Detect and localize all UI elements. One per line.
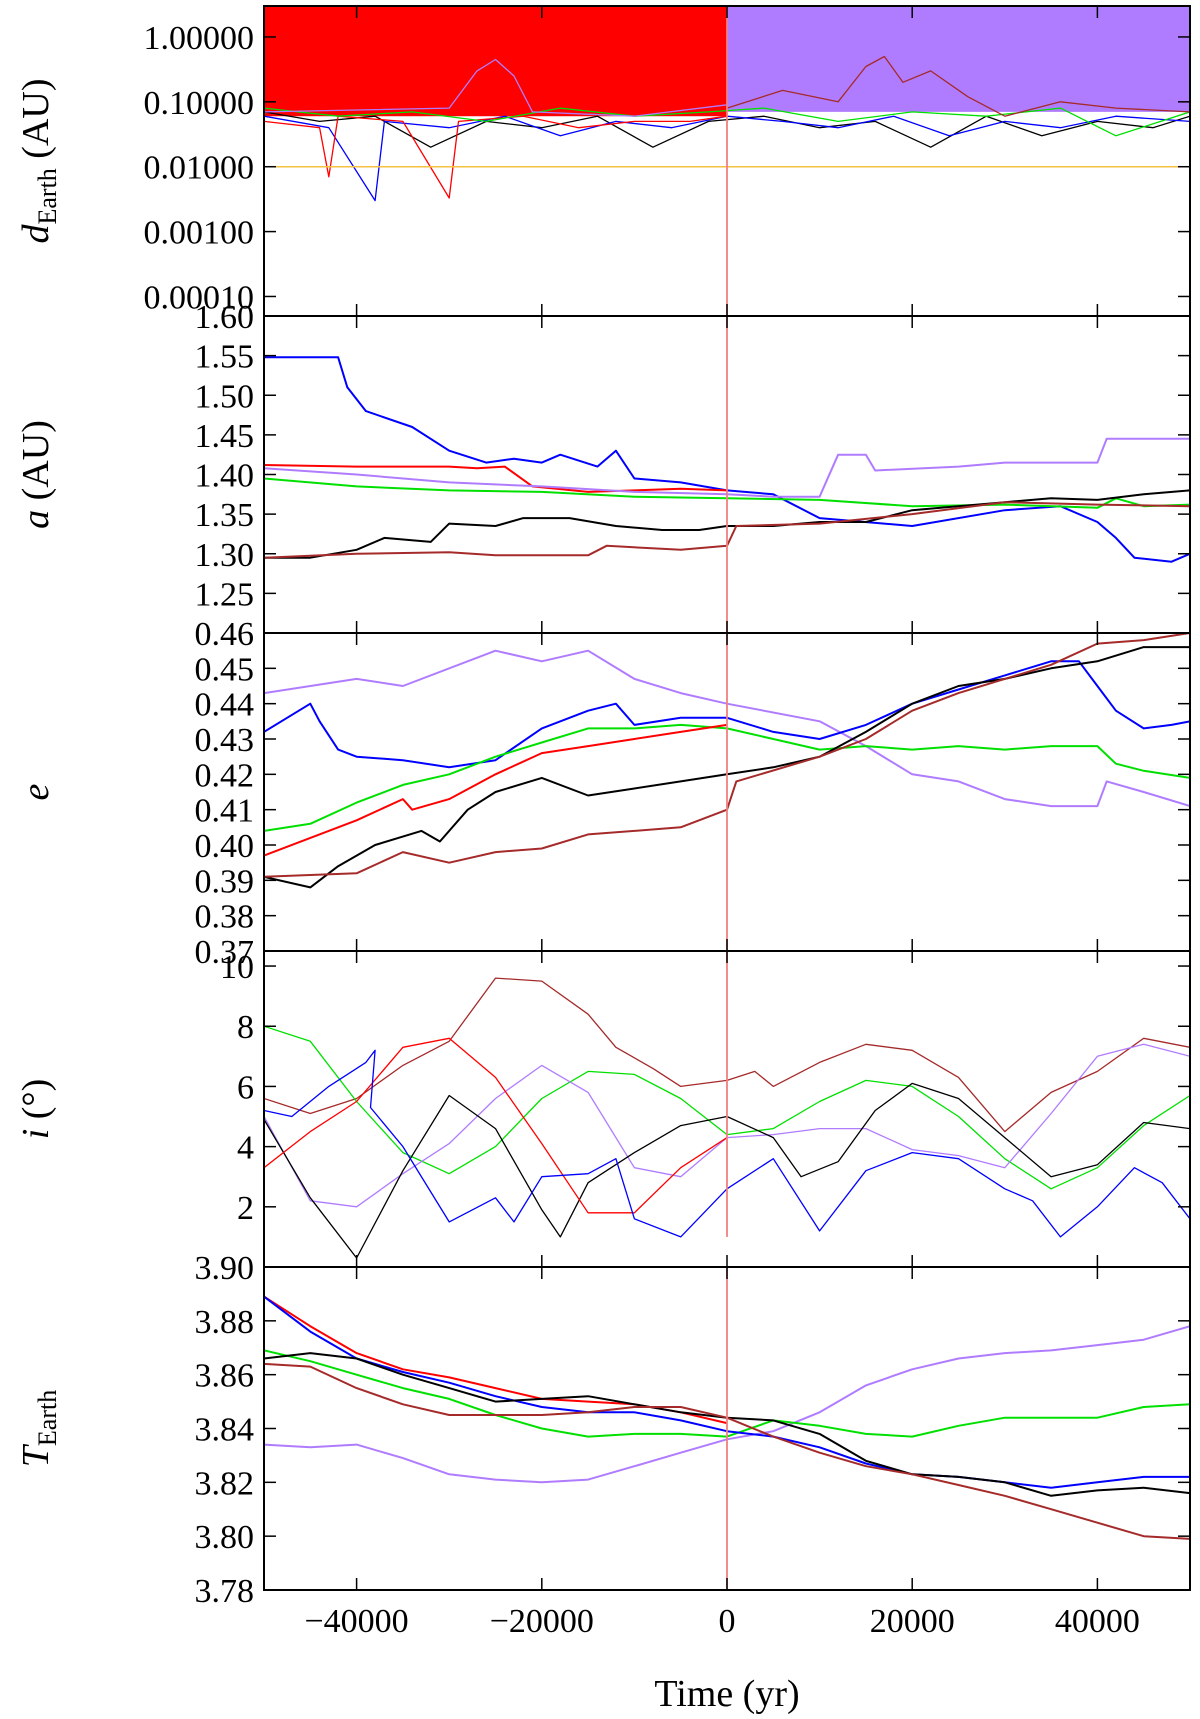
panel-d-ytick-label: 0.00100 — [144, 215, 255, 252]
panel-a-series-brown — [264, 501, 1190, 559]
panel-i-ytick-label: 4 — [237, 1130, 254, 1167]
panel-a-ytick-label: 1.30 — [195, 537, 255, 574]
panel-e-ytick-label: 0.40 — [195, 828, 255, 865]
panel-T-series-red — [264, 1295, 728, 1425]
panel-d-future-fill — [727, 6, 1190, 112]
panel-a-ytick-label: 1.40 — [195, 458, 255, 495]
x-tick-label: −20000 — [490, 1603, 594, 1640]
panel-a-series-red — [264, 464, 728, 493]
panel-d-ytick-label: 1.00000 — [144, 20, 255, 57]
panel-i-ytick-label: 6 — [237, 1069, 254, 1106]
panel-a-ytick-label: 1.55 — [195, 339, 255, 376]
panel-e-ytick-label: 0.44 — [195, 687, 255, 724]
x-tick-label: 0 — [719, 1603, 736, 1640]
panel-T-ylabel: TEarth — [15, 1390, 62, 1467]
panel-i: 2 4 6 8 10 i (°) — [15, 949, 1191, 1268]
panel-a-series-purple — [264, 437, 1190, 498]
panel-T-ytick-label: 3.84 — [195, 1412, 255, 1449]
panel-e-series-purple — [264, 649, 1190, 808]
panel-a-series-blue — [264, 356, 1190, 563]
panel-a-ytick-label: 1.25 — [195, 576, 255, 613]
x-tick-label: 20000 — [870, 1603, 955, 1640]
panel-i-ylabel: i (°) — [15, 1079, 57, 1140]
panel-i-series-red — [264, 1037, 728, 1214]
panel-a-plot-area — [264, 316, 1190, 633]
panel-e-ytick-label: 0.45 — [195, 651, 255, 688]
panel-d-ytick-label: 0.01000 — [144, 150, 255, 187]
panel-T-ytick-label: 3.86 — [195, 1358, 255, 1395]
panel-a-series-black — [264, 489, 1190, 559]
chart-root: 1.00000 0.10000 0.01000 0.00100 0.00010 dEart… — [15, 5, 1191, 1640]
panel-T: 3.78 3.80 3.82 3.84 3.86 3.88 3.90 TEarth — [15, 1250, 1191, 1610]
x-tick-label: −40000 — [305, 1603, 409, 1640]
panel-d-past-fill — [264, 6, 727, 117]
panel-d: 1.00000 0.10000 0.01000 0.00100 0.00010 dEart… — [15, 5, 1191, 317]
panel-T-plot-area — [264, 1267, 1190, 1590]
panel-e-series-black — [264, 646, 1190, 889]
panel-e-ytick-label: 0.38 — [195, 899, 255, 936]
panel-T-ytick-label: 3.82 — [195, 1465, 255, 1502]
panel-d-ytick-label: 0.10000 — [144, 85, 255, 122]
panel-d-series-red — [264, 115, 728, 199]
x-tick-label: 40000 — [1055, 1603, 1140, 1640]
x-axis-title: Time (yr) — [654, 1673, 799, 1715]
panel-a-ylabel: a (AU) — [15, 420, 57, 529]
panel-e-ytick-label: 0.43 — [195, 722, 255, 759]
panel-d-series-black — [264, 111, 1190, 148]
panel-d-series-green — [264, 107, 1190, 137]
panel-a: 1.251.301.351.401.451.501.551.60 a (AU) — [15, 299, 1191, 634]
panel-T-ytick-label: 3.80 — [195, 1519, 255, 1556]
panel-i-ytick-label: 8 — [237, 1009, 254, 1046]
panel-i-ytick-label: 10 — [220, 949, 254, 986]
panel-e-series-green — [264, 723, 1190, 832]
panel-i-plot-area — [264, 951, 1190, 1259]
panel-a-ytick-label: 1.35 — [195, 497, 255, 534]
panel-a-ytick-label: 1.50 — [195, 378, 255, 415]
panel-a-ytick-label: 1.45 — [195, 418, 255, 455]
panel-e-ytick-label: 0.37 — [195, 934, 255, 971]
panel-e-series-red — [264, 723, 728, 857]
panel-T-ytick-label: 3.78 — [195, 1573, 255, 1610]
panel-d-series-blue — [264, 115, 1190, 202]
panel-e-ytick-label: 0.46 — [195, 616, 255, 653]
panel-e-plot-area — [264, 633, 1190, 951]
panel-e-ytick-label: 0.41 — [195, 793, 255, 830]
panel-T-ytick-label: 3.88 — [195, 1304, 255, 1341]
panel-i-series-blue — [264, 1049, 1190, 1238]
panel-e-series-brown — [264, 633, 1190, 878]
panel-d-ylabel: dEarth (AU) — [15, 78, 62, 243]
panel-d-series-brown — [726, 55, 1190, 117]
panel-e-ytick-label: 0.39 — [195, 863, 255, 900]
panel-i-ytick-label: 2 — [237, 1190, 254, 1227]
panel-d-plot-area — [264, 6, 1190, 316]
panel-d-ytick-label: 0.00010 — [144, 279, 255, 316]
panel-a-ytick-label: 1.60 — [195, 299, 255, 336]
panel-d-series-purple — [264, 58, 728, 117]
panel-T-ytick-label: 3.90 — [195, 1250, 255, 1287]
panel-e-ylabel: e — [15, 783, 57, 800]
panel-e: 0.370.380.390.400.410.420.430.440.450.46… — [15, 616, 1191, 971]
panel-e-ytick-label: 0.42 — [195, 757, 255, 794]
